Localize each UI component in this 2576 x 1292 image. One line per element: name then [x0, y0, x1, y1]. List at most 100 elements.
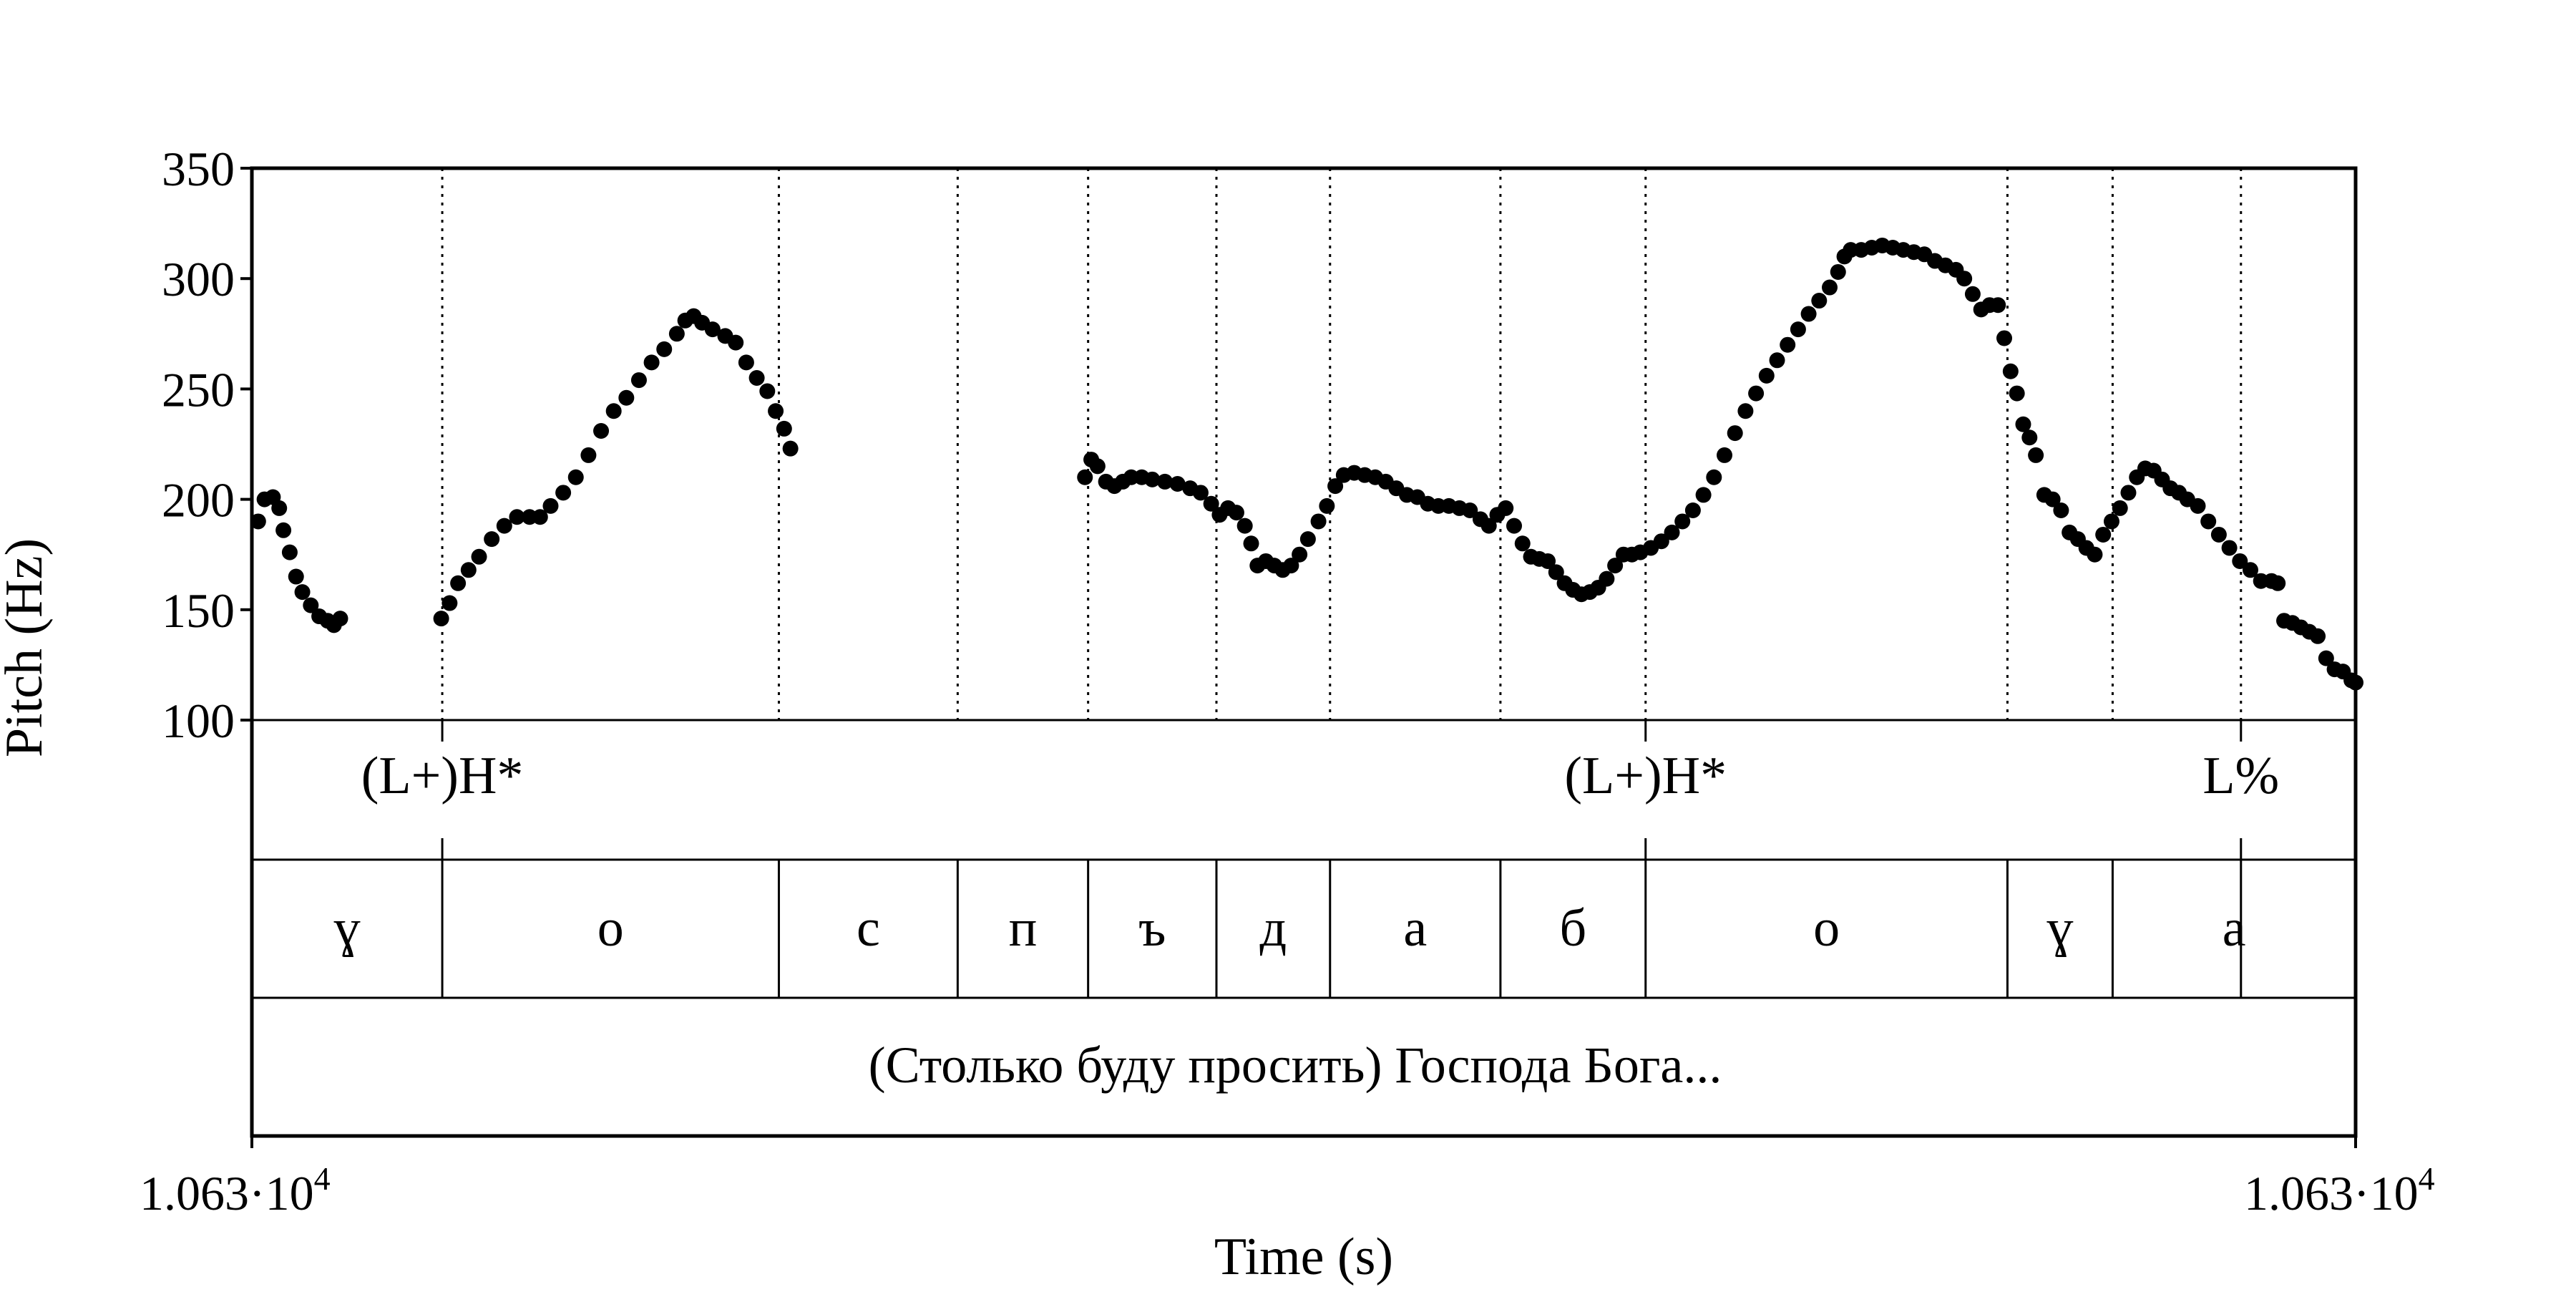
segment-label: а: [2223, 899, 2246, 958]
segment-label: ъ: [1138, 899, 1166, 958]
pitch-point: [1674, 513, 1691, 530]
pitch-point: [1462, 502, 1478, 519]
tone-label: (L+)H*: [361, 747, 524, 805]
pitch-point: [580, 447, 597, 463]
pitch-point: [1283, 558, 1299, 574]
pitch-point: [768, 403, 784, 419]
x-axis-title: Time (s): [1214, 1228, 1393, 1286]
pitch-point: [2210, 526, 2227, 543]
pitch-point: [2221, 540, 2238, 556]
pitch-point: [1607, 558, 1624, 574]
pitch-point: [2232, 553, 2248, 569]
pitch-point: [2103, 513, 2119, 530]
segment-label: о: [597, 899, 624, 958]
pitch-point: [1077, 469, 1093, 485]
pitch-point: [1737, 403, 1754, 419]
pitch-point: [668, 326, 685, 342]
pitch-point: [1228, 505, 1244, 521]
pitch-point: [450, 575, 467, 591]
pitch-point: [1996, 330, 2013, 346]
segment-label: с: [857, 899, 880, 958]
pitch-point: [281, 544, 298, 560]
pitch-point: [2028, 447, 2044, 463]
pitch-point: [1540, 553, 1556, 569]
pitch-point: [738, 354, 754, 371]
plot-frame: [250, 166, 2358, 1138]
pitch-point: [2015, 416, 2031, 432]
y-tick-label: 250: [162, 362, 235, 417]
pitch-point: [1822, 279, 1838, 296]
pitch-point: [1292, 546, 1308, 563]
pitch-point: [1790, 321, 1806, 338]
pitch-point: [460, 562, 477, 578]
pitch-point: [1243, 535, 1259, 552]
pitch-point: [2190, 497, 2206, 514]
pitch-point: [303, 597, 319, 613]
pitch-point: [1830, 263, 1846, 280]
pitch-point: [2002, 363, 2019, 379]
tone-label: (L+)H*: [1564, 747, 1727, 805]
y-tick-label: 350: [162, 142, 235, 196]
pitch-point: [2120, 485, 2137, 501]
pitch-point: [728, 334, 744, 351]
pitch-point: [1169, 476, 1186, 492]
pitch-point: [1684, 502, 1701, 519]
pitch-point: [2310, 628, 2326, 644]
pitch-point: [1156, 473, 1173, 490]
pitch-point: [782, 440, 799, 457]
pitch-point: [1192, 485, 1209, 501]
pitch-point: [618, 389, 635, 406]
pitch-point: [2318, 650, 2334, 666]
segment-label: б: [1559, 899, 1586, 958]
y-axis: 100 150 200 250 300 350: [162, 142, 252, 748]
pitch-point: [1664, 524, 1680, 540]
pitch-point: [441, 595, 458, 611]
segment-label: о: [1813, 899, 1840, 958]
pitch-point: [1599, 570, 1615, 587]
segment-label: д: [1260, 899, 1287, 958]
pitch-point: [1990, 297, 2006, 314]
pitch-point: [2009, 385, 2025, 402]
segment-label: ɣ: [2046, 899, 2073, 958]
pitch-point: [1548, 564, 1564, 581]
pitch-point: [1310, 513, 1327, 530]
pitch-point: [542, 497, 559, 514]
pitch-point: [2044, 491, 2061, 507]
pitch-point: [1695, 487, 1712, 503]
pitch-point: [1727, 425, 1743, 442]
pitch-point: [2053, 502, 2069, 519]
pitch-point: [1203, 495, 1219, 512]
pitch-point: [1706, 469, 1722, 485]
pitch-point: [509, 509, 525, 525]
pitch-point: [2112, 500, 2128, 516]
pitch-point: [332, 611, 348, 627]
segment-boundary-lines: [441, 168, 2243, 720]
pitch-point: [776, 420, 792, 437]
pitch-point: [1498, 500, 1514, 516]
pitch-point: [294, 584, 311, 601]
pitch-point: [1480, 518, 1497, 534]
sentence-label: (Столько буду просить) Господа Бога...: [869, 1036, 1722, 1094]
pitch-point: [1811, 293, 1828, 309]
pitch-point: [1769, 352, 1785, 369]
pitch-point: [1089, 458, 1106, 475]
pitch-point: [643, 354, 660, 371]
pitch-point: [1299, 531, 1316, 548]
pitch-point: [1319, 497, 1335, 514]
y-tick-label: 150: [162, 583, 235, 638]
pitch-point: [605, 403, 622, 419]
segment-label: п: [1009, 899, 1038, 958]
x-tick-label-start: 1.063·104: [140, 1160, 331, 1220]
pitch-point: [1144, 471, 1161, 487]
y-tick-label: 100: [162, 694, 235, 748]
pitch-point: [484, 531, 500, 548]
pitch-point: [1956, 271, 1973, 287]
pitch-point: [288, 568, 304, 585]
pitch-point: [555, 485, 572, 501]
pitch-point: [271, 500, 288, 516]
segment-label: ɣ: [334, 899, 361, 958]
pitch-point: [593, 422, 610, 439]
y-tick-label: 200: [162, 473, 235, 528]
